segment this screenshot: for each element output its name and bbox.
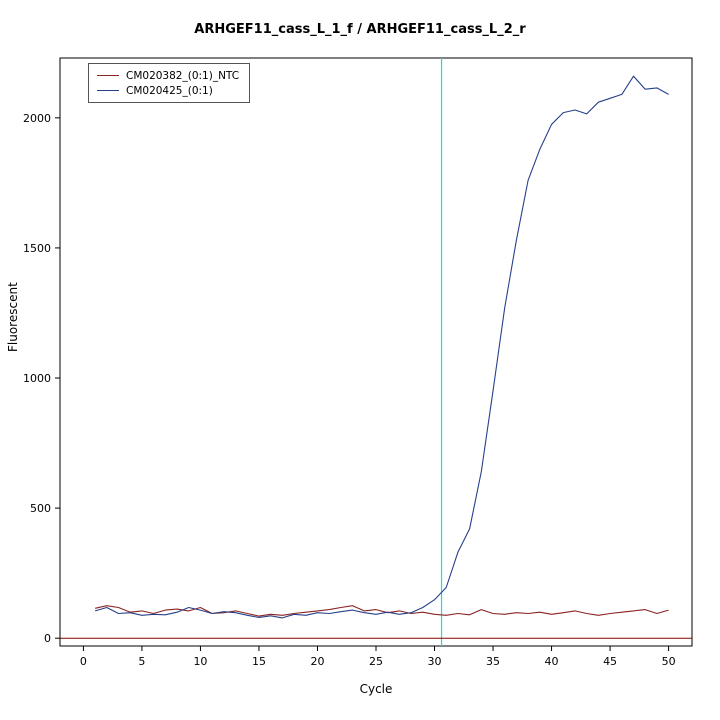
x-tick-label: 40	[545, 655, 559, 668]
legend-label-sample: CM020425_(0:1)	[126, 84, 213, 97]
legend-entry-ntc: CM020382_(0:1)_NTC	[97, 68, 239, 83]
y-tick-label: 500	[30, 502, 51, 515]
x-tick-label: 5	[138, 655, 145, 668]
x-tick-label: 50	[662, 655, 676, 668]
x-tick-label: 35	[486, 655, 500, 668]
x-tick-label: 45	[603, 655, 617, 668]
x-tick-label: 30	[428, 655, 442, 668]
x-tick-label: 20	[310, 655, 324, 668]
y-tick-label: 1000	[23, 372, 51, 385]
x-tick-label: 0	[80, 655, 87, 668]
x-tick-label: 15	[252, 655, 266, 668]
x-axis-label: Cycle	[359, 682, 393, 696]
y-tick-label: 0	[44, 632, 51, 645]
y-tick-label: 2000	[23, 112, 51, 125]
legend-line-swatch-ntc	[97, 75, 119, 76]
legend: CM020382_(0:1)_NTC CM020425_(0:1)	[88, 63, 251, 103]
plot-frame	[59, 57, 693, 647]
x-tick-label: 25	[369, 655, 383, 668]
x-tick-label: 10	[193, 655, 207, 668]
legend-label-ntc: CM020382_(0:1)_NTC	[126, 69, 240, 82]
y-axis-label: Fluorescent	[6, 282, 20, 352]
legend-entry-sample: CM020425_(0:1)	[97, 83, 239, 98]
legend-line-swatch-sample	[97, 90, 119, 91]
series-line-1	[94, 75, 669, 619]
chart-title: ARHGEF11_cass_L_1_f / ARHGEF11_cass_L_2_…	[194, 22, 526, 37]
y-tick-label: 1500	[23, 242, 51, 255]
series-line-0	[94, 605, 669, 617]
